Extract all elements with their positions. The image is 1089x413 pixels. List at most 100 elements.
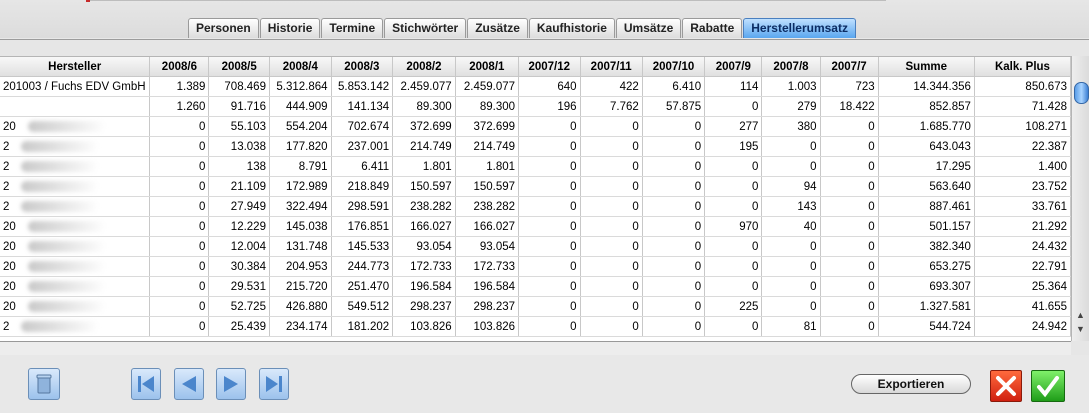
- cancel-button[interactable]: [990, 370, 1022, 402]
- table-row[interactable]: 20 0 29.531 215.720 251.470 196.584 196.584 0 0 0…: [0, 276, 1071, 297]
- column-header[interactable]: 2008/2: [392, 57, 456, 77]
- value-cell: 0: [580, 136, 643, 157]
- value-cell: 21.109: [208, 176, 270, 197]
- tab-termine[interactable]: Termine: [321, 18, 384, 38]
- value-cell: 0: [704, 316, 763, 337]
- tab-zus-tze[interactable]: Zusätze: [467, 18, 528, 38]
- value-cell: 0: [518, 176, 581, 197]
- column-header[interactable]: 2007/12: [518, 57, 581, 77]
- sales-table: Hersteller 2008/6 2008/5 2008/4 2008/3 2008/2…: [0, 57, 1071, 337]
- value-cell: 1.327.581: [878, 296, 975, 317]
- value-cell: 426.880: [269, 296, 332, 317]
- export-button[interactable]: Exportieren: [851, 374, 971, 394]
- table-row[interactable]: 20 0 12.004 131.748 145.533 93.054 93.054 0 0 0 0 0…: [0, 236, 1071, 257]
- table-row[interactable]: 2 0 25.439 234.174 181.202 103.826 103.826 0 0 0 0…: [0, 316, 1071, 337]
- table-row[interactable]: 2 0 27.949 322.494 298.591 238.282 238.282 0 0 0 0…: [0, 196, 1071, 217]
- value-cell: 563.640: [878, 176, 975, 197]
- value-cell: 30.384: [208, 256, 270, 277]
- vertical-scrollbar[interactable]: ▲ ▼: [1071, 56, 1089, 341]
- value-cell: 0: [642, 116, 706, 137]
- tab-personen[interactable]: Personen: [188, 18, 259, 38]
- value-cell: 0: [704, 256, 763, 277]
- redacted-name: [21, 140, 100, 152]
- value-cell: 131.748: [269, 236, 332, 257]
- value-cell: 176.851: [331, 216, 394, 237]
- manufacturer-cell: 20: [0, 296, 151, 317]
- value-cell: 89.300: [392, 96, 456, 117]
- value-cell: 0: [642, 156, 706, 177]
- value-cell: 640: [518, 76, 581, 97]
- value-cell: 0: [642, 176, 706, 197]
- column-header[interactable]: 2007/7: [820, 57, 879, 77]
- tab-stichw-rter[interactable]: Stichwörter: [384, 18, 467, 38]
- value-cell: 0: [580, 256, 643, 277]
- scroll-thumb[interactable]: [1074, 82, 1089, 104]
- column-header[interactable]: Summe: [878, 57, 975, 77]
- value-cell: 549.512: [331, 296, 394, 317]
- value-cell: 14.344.356: [878, 76, 975, 97]
- trash-button[interactable]: [28, 368, 60, 400]
- table-row[interactable]: 2 0 138 8.791 6.411 1.801 1.801 0 0 0 0 0 0 17.295 1.4…: [0, 156, 1071, 177]
- manufacturer-cell: 2: [0, 136, 151, 157]
- value-cell: 0: [580, 216, 643, 237]
- value-cell: 0: [518, 156, 581, 177]
- column-header[interactable]: 2008/5: [208, 57, 270, 77]
- column-header[interactable]: Hersteller: [0, 57, 151, 77]
- tab-kaufhistorie[interactable]: Kaufhistorie: [528, 18, 615, 38]
- value-cell: 5.853.142: [331, 76, 394, 97]
- column-header[interactable]: 2007/8: [761, 57, 821, 77]
- tab-herstellerumsatz[interactable]: Herstellerumsatz: [743, 18, 856, 38]
- value-cell: 1.685.770: [878, 116, 975, 137]
- value-cell: 0: [704, 236, 763, 257]
- table-row[interactable]: 20 0 12.229 145.038 176.851 166.027 166.027 0 0 0…: [0, 216, 1071, 237]
- column-header[interactable]: 2008/4: [269, 57, 332, 77]
- tab-rabatte[interactable]: Rabatte: [682, 18, 743, 38]
- table-row[interactable]: 2 0 21.109 172.989 218.849 150.597 150.597 0 0 0 0…: [0, 176, 1071, 197]
- column-header[interactable]: 2008/6: [149, 57, 210, 77]
- ok-button[interactable]: [1031, 370, 1065, 402]
- value-cell: 17.295: [878, 156, 975, 177]
- prev-page-button[interactable]: [174, 368, 204, 400]
- column-header[interactable]: 2008/1: [455, 57, 520, 77]
- value-cell: 2.459.077: [455, 76, 520, 97]
- column-header[interactable]: 2007/9: [704, 57, 763, 77]
- last-page-button[interactable]: [259, 368, 289, 400]
- value-cell: 196.584: [392, 276, 456, 297]
- value-cell: 1.260: [149, 96, 210, 117]
- manufacturer-cell: 20: [0, 236, 151, 257]
- scroll-down-icon[interactable]: ▼: [1076, 324, 1085, 334]
- first-page-button[interactable]: [131, 368, 161, 400]
- value-cell: 0: [761, 276, 821, 297]
- table-row[interactable]: 20 0 30.384 204.953 244.773 172.733 172.733 0 0 0…: [0, 256, 1071, 277]
- value-cell: 0: [518, 116, 581, 137]
- value-cell: 0: [149, 176, 210, 197]
- manufacturer-cell: 20: [0, 116, 151, 137]
- next-page-button[interactable]: [216, 368, 246, 400]
- tab-historie[interactable]: Historie: [259, 18, 321, 38]
- scroll-up-icon[interactable]: ▲: [1076, 310, 1085, 320]
- redacted-name: [21, 200, 100, 212]
- value-cell: 0: [820, 296, 879, 317]
- value-cell: 0: [580, 296, 643, 317]
- manufacturer-label: 2: [3, 160, 10, 173]
- value-cell: 0: [580, 176, 643, 197]
- value-cell: 150.597: [455, 176, 520, 197]
- value-cell: 214.749: [392, 136, 456, 157]
- value-cell: 298.591: [331, 196, 394, 217]
- table-row[interactable]: 20 0 52.725 426.880 549.512 298.237 298.237 0 0 0…: [0, 296, 1071, 317]
- value-cell: 1.389: [149, 76, 210, 97]
- table-row[interactable]: 201003 / Fuchs EDV GmbH 1.389 708.469 5.312…: [0, 76, 1071, 97]
- table-row[interactable]: 1.260 91.716 444.909 141.134 89.300 89.300 196…: [0, 96, 1071, 117]
- manufacturer-cell: 20: [0, 256, 151, 277]
- value-cell: 0: [704, 156, 763, 177]
- table-row[interactable]: 2 0 13.038 177.820 237.001 214.749 214.749 0 0 0 1…: [0, 136, 1071, 157]
- column-header[interactable]: 2007/10: [642, 57, 706, 77]
- table-row[interactable]: 20 0 55.103 554.204 702.674 372.699 372.699 0 0 0…: [0, 116, 1071, 137]
- column-header[interactable]: 2008/3: [331, 57, 394, 77]
- column-header[interactable]: 2007/11: [580, 57, 643, 77]
- column-header[interactable]: Kalk. Plus: [974, 57, 1071, 77]
- tab-ums-tze[interactable]: Umsätze: [615, 18, 682, 38]
- value-cell: 702.674: [331, 116, 394, 137]
- value-cell: 0: [580, 276, 643, 297]
- value-cell: 0: [642, 276, 706, 297]
